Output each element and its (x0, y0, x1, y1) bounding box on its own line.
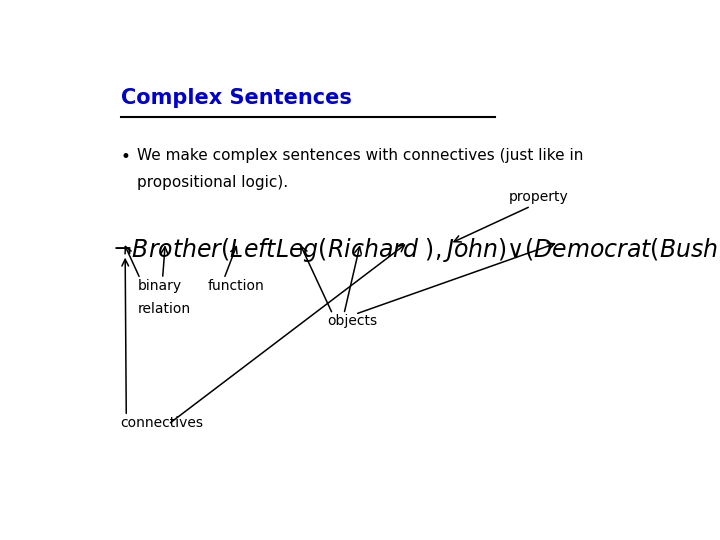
Text: relation: relation (138, 302, 191, 316)
Text: propositional logic).: propositional logic). (138, 175, 289, 190)
Text: Complex Sentences: Complex Sentences (121, 87, 351, 107)
Text: •: • (121, 148, 130, 166)
Text: objects: objects (327, 314, 377, 328)
Text: $\neg\mathit{Brother}(\mathit{LeftLeg}(\mathit{Richard}\ ),\mathit{John}){\vee}(: $\neg\mathit{Brother}(\mathit{LeftLeg}(\… (112, 236, 720, 264)
Text: function: function (207, 279, 264, 293)
Text: binary: binary (138, 279, 181, 293)
Text: connectives: connectives (121, 416, 204, 430)
Text: We make complex sentences with connectives (just like in: We make complex sentences with connectiv… (138, 148, 584, 163)
Text: property: property (508, 190, 568, 204)
